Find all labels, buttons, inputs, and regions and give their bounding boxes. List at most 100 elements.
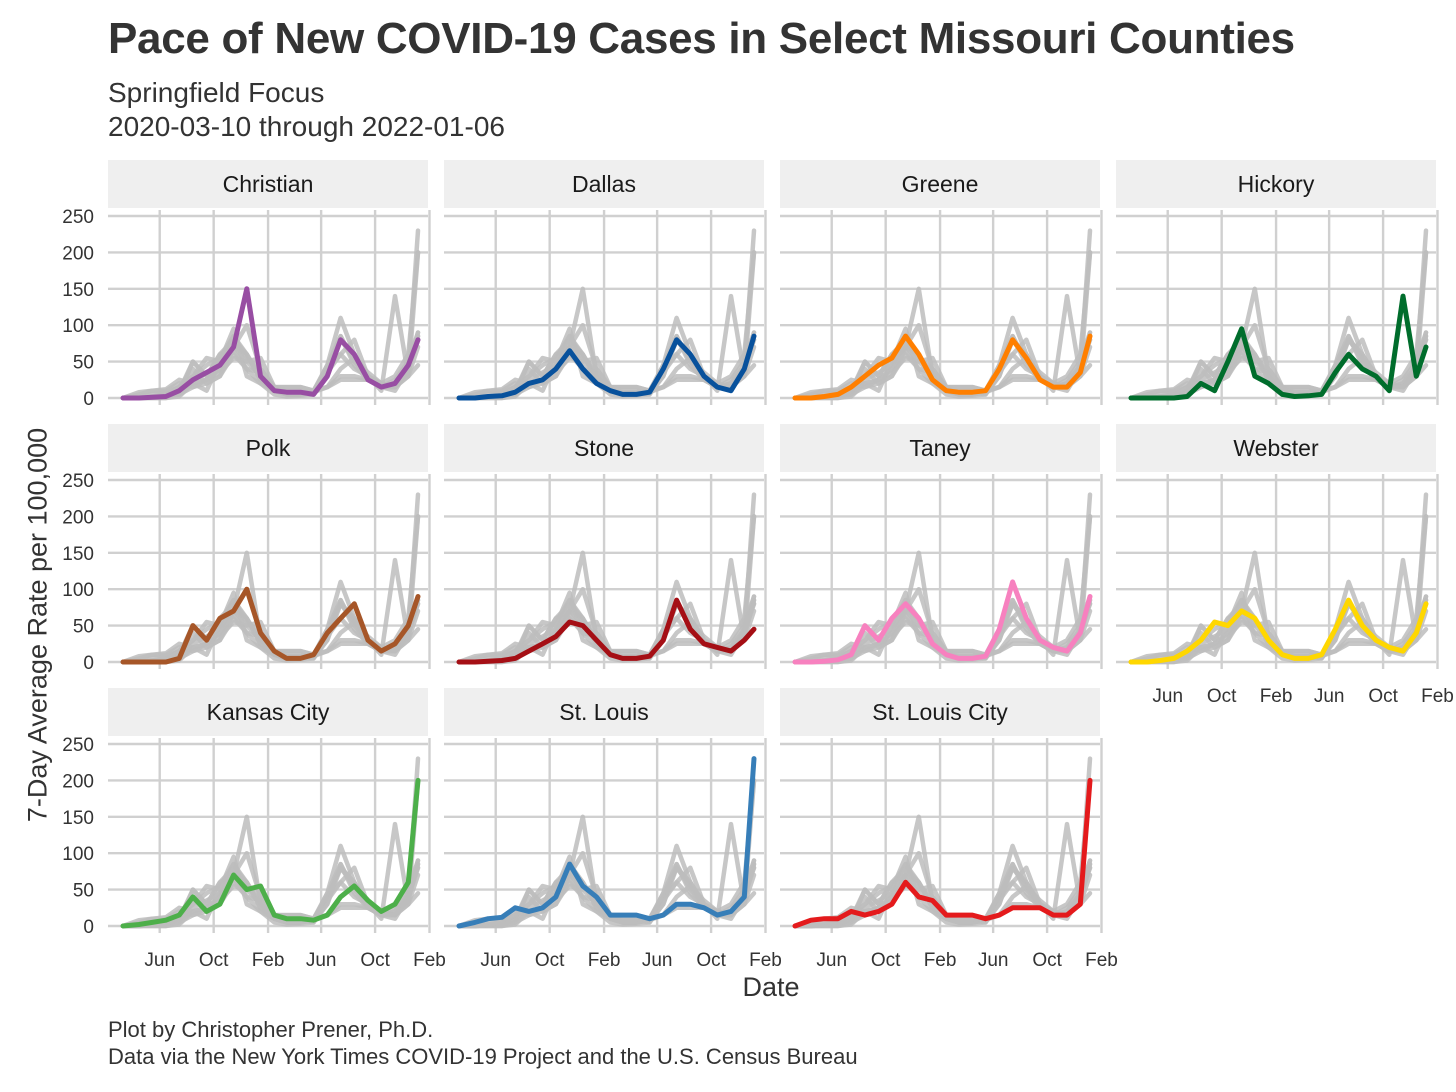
y-tick-label: 0 <box>83 389 94 410</box>
y-tick-label: 150 <box>62 544 94 565</box>
y-tick-label: 200 <box>62 507 94 528</box>
y-tick-label: 250 <box>62 471 94 492</box>
series-line-kansas-city <box>120 777 421 929</box>
facet-strip <box>108 160 428 208</box>
x-tick-label: Jun <box>480 950 511 971</box>
subtitle-line-2: 2020-03-10 through 2022-01-06 <box>108 111 505 142</box>
facet-strip-label: St. Louis <box>559 699 649 725</box>
x-tick-label: Oct <box>696 950 726 971</box>
x-tick-label: Oct <box>535 950 565 971</box>
y-tick-label: 50 <box>73 353 94 374</box>
series-line-polk <box>120 586 421 665</box>
facet-strip-label: Stone <box>574 435 634 461</box>
x-tick-label: Jun <box>642 950 673 971</box>
background-series-line <box>792 492 1093 665</box>
x-tick-label: Feb <box>1085 950 1118 971</box>
background-series-line <box>792 514 1093 665</box>
chart-title: Pace of New COVID-19 Cases in Select Mis… <box>108 14 1295 63</box>
y-tick-label: 0 <box>83 917 94 938</box>
facet-strip <box>444 424 764 472</box>
caption-line-1: Plot by Christopher Prener, Ph.D. <box>108 1017 434 1042</box>
caption-line-2: Data via the New York Times COVID-19 Pro… <box>108 1044 858 1069</box>
x-tick-label: Oct <box>1368 686 1398 707</box>
x-tick-label: Jun <box>816 950 847 971</box>
facet-strip <box>444 688 764 736</box>
y-tick-label: 150 <box>62 808 94 829</box>
x-axis-label: Date <box>742 972 800 1002</box>
series-line-st-louis-city <box>792 777 1093 929</box>
facet-strip-label: St. Louis City <box>872 699 1008 725</box>
facet-kansas-city: Kansas City 0 50 100 150 200 250 Jun Oct Feb Jun Oc… <box>62 688 446 971</box>
facet-strip-label: Taney <box>909 435 971 461</box>
x-tick-label: Feb <box>749 950 782 971</box>
facet-strip-label: Dallas <box>572 171 636 197</box>
background-series-line <box>120 756 421 929</box>
facet-strip <box>780 688 1100 736</box>
facet-strip-label: Polk <box>246 435 291 461</box>
facet-strip <box>1116 424 1436 472</box>
background-series-line <box>792 756 1093 929</box>
subtitle-line-1: Springfield Focus <box>108 77 325 108</box>
facet-strip <box>1116 160 1436 208</box>
facet-strip-label: Webster <box>1233 435 1319 461</box>
x-tick-label: Jun <box>978 950 1009 971</box>
chart-caption: Plot by Christopher Prener, Ph.D. Data v… <box>108 1016 858 1070</box>
facet-st-louis: St. Louis Jun Oct Feb Jun Oct Feb <box>444 688 782 971</box>
series-line-christian <box>120 286 421 401</box>
series-line-hickory <box>1128 293 1429 401</box>
x-tick-label: Jun <box>1314 686 1345 707</box>
y-tick-label: 0 <box>83 653 94 674</box>
x-tick-label: Oct <box>1207 686 1237 707</box>
series-line-taney <box>792 579 1093 665</box>
y-tick-label: 200 <box>62 771 94 792</box>
y-tick-label: 200 <box>62 243 94 264</box>
facet-dallas: Dallas <box>444 160 767 405</box>
background-series-line <box>120 492 421 665</box>
x-tick-label: Jun <box>144 950 175 971</box>
series-line-webster <box>1128 597 1429 665</box>
y-tick-label: 150 <box>62 280 94 301</box>
x-tick-label: Oct <box>1032 950 1062 971</box>
facet-greene: Greene <box>780 160 1103 405</box>
y-tick-label: 100 <box>62 844 94 865</box>
x-tick-label: Feb <box>588 950 621 971</box>
facet-hickory: Hickory <box>1116 160 1439 405</box>
facet-strip <box>108 688 428 736</box>
facet-strip <box>108 424 428 472</box>
background-series-line <box>1128 492 1429 665</box>
x-tick-label: Feb <box>413 950 446 971</box>
facet-strip-label: Hickory <box>1238 171 1315 197</box>
background-series-line <box>456 228 757 401</box>
facet-christian: Christian 0 50 100 150 200 250 <box>62 160 431 410</box>
x-tick-label: Oct <box>360 950 390 971</box>
facet-polk: Polk 0 50 100 150 200 250 <box>62 424 431 674</box>
y-tick-label: 100 <box>62 580 94 601</box>
x-tick-label: Feb <box>1260 686 1293 707</box>
series-line-greene <box>792 333 1093 401</box>
x-tick-label: Oct <box>871 950 901 971</box>
x-tick-label: Jun <box>1152 686 1183 707</box>
facet-strip-label: Kansas City <box>207 699 330 725</box>
facet-st-louis-city: St. Louis City Jun Oct Feb Jun Oct Feb <box>780 688 1118 971</box>
x-tick-label: Feb <box>924 950 957 971</box>
y-tick-label: 50 <box>73 617 94 638</box>
series-line-st-louis <box>456 756 757 929</box>
facet-webster: Webster Jun Oct Feb Jun Oct Feb <box>1116 424 1454 707</box>
x-tick-label: Feb <box>1421 686 1454 707</box>
facet-taney: Taney <box>780 424 1103 669</box>
facet-strip-label: Christian <box>223 171 314 197</box>
x-tick-label: Jun <box>306 950 337 971</box>
background-series-line <box>1128 228 1429 401</box>
facet-strip-label: Greene <box>902 171 979 197</box>
background-series-line <box>792 228 1093 401</box>
facet-strip <box>780 424 1100 472</box>
chart-subtitle: Springfield Focus 2020-03-10 through 202… <box>108 76 505 144</box>
series-line-dallas <box>456 333 757 401</box>
facet-strip <box>444 160 764 208</box>
y-tick-label: 50 <box>73 881 94 902</box>
x-tick-label: Oct <box>199 950 229 971</box>
y-tick-label: 250 <box>62 735 94 756</box>
x-tick-label: Feb <box>252 950 285 971</box>
background-series-line <box>120 228 421 401</box>
